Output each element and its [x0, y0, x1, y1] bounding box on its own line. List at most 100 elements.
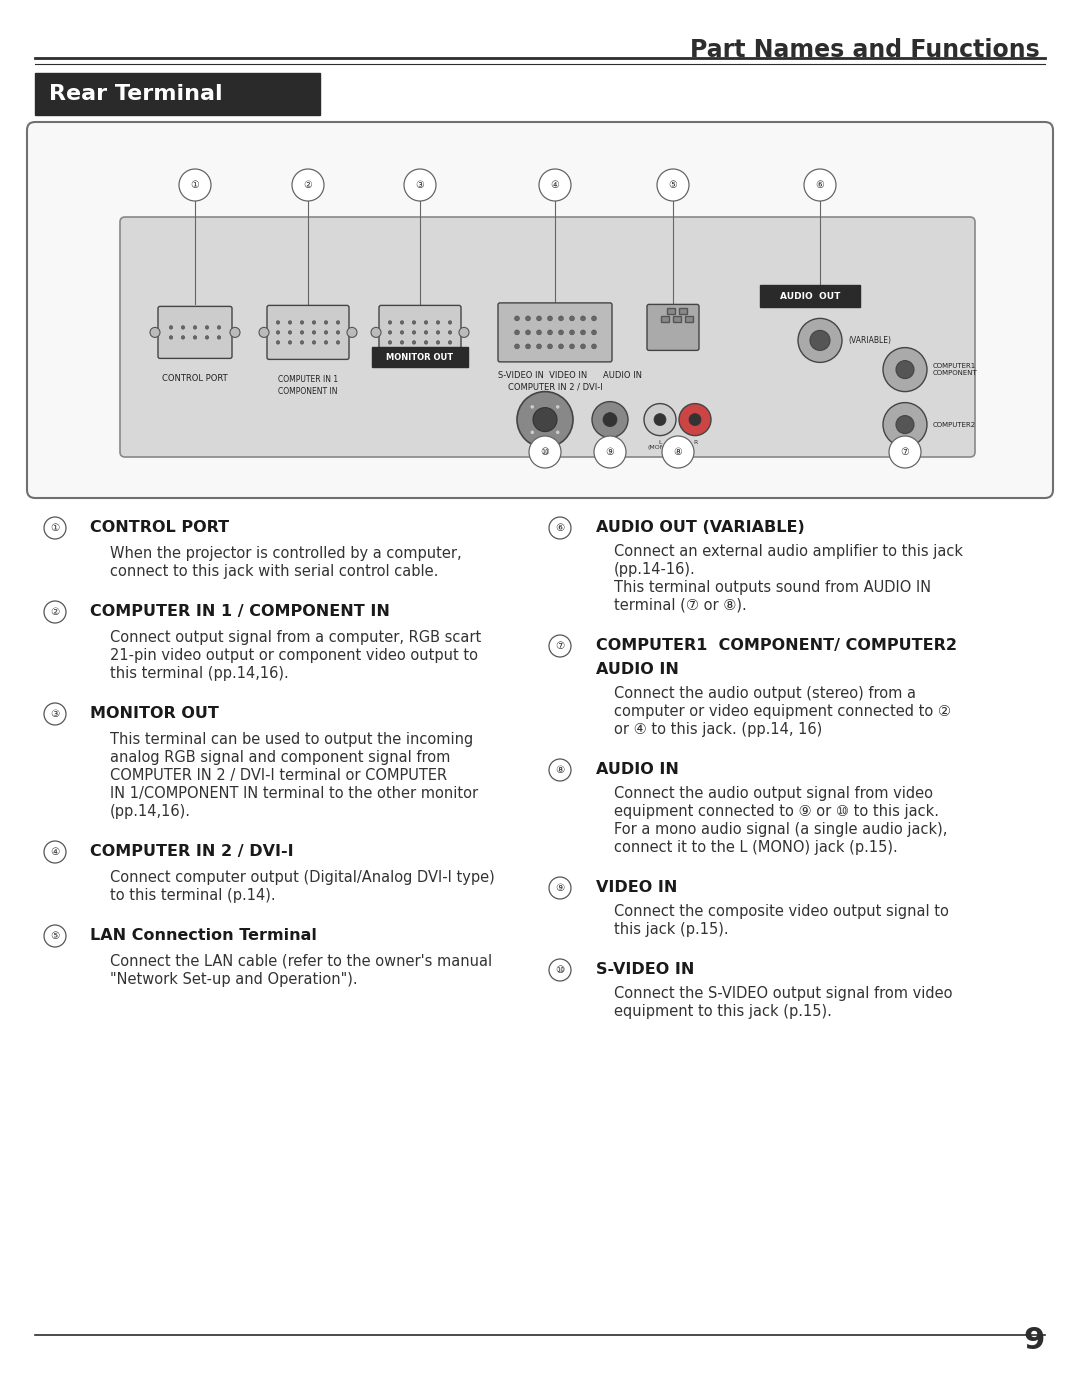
Circle shape	[896, 415, 914, 433]
Circle shape	[592, 344, 596, 349]
Circle shape	[581, 330, 585, 335]
Text: 9: 9	[1024, 1326, 1045, 1355]
Circle shape	[44, 601, 66, 623]
Text: this jack (p.15).: this jack (p.15).	[615, 922, 729, 937]
Circle shape	[569, 316, 575, 321]
Text: ④: ④	[51, 847, 59, 856]
Circle shape	[292, 169, 324, 201]
Circle shape	[312, 320, 315, 324]
Circle shape	[404, 169, 436, 201]
Text: equipment to this jack (p.15).: equipment to this jack (p.15).	[615, 1004, 832, 1018]
Circle shape	[217, 335, 220, 339]
Text: computer or video equipment connected to ②: computer or video equipment connected to…	[615, 704, 951, 719]
Text: connect it to the L (MONO) jack (p.15).: connect it to the L (MONO) jack (p.15).	[615, 840, 897, 855]
Circle shape	[401, 320, 404, 324]
Text: ⑩: ⑩	[541, 447, 550, 457]
Circle shape	[336, 320, 340, 324]
Text: ⑤: ⑤	[669, 180, 677, 190]
Circle shape	[288, 320, 292, 324]
Text: Part Names and Functions: Part Names and Functions	[690, 38, 1040, 61]
Bar	[685, 316, 693, 323]
Circle shape	[558, 344, 564, 349]
Circle shape	[312, 341, 315, 344]
Circle shape	[424, 320, 428, 324]
Text: VIDEO IN: VIDEO IN	[596, 880, 677, 895]
Circle shape	[448, 341, 451, 344]
Circle shape	[413, 320, 416, 324]
Circle shape	[530, 404, 535, 409]
Circle shape	[230, 327, 240, 338]
Text: AUDIO IN: AUDIO IN	[596, 761, 679, 777]
Circle shape	[569, 330, 575, 335]
FancyBboxPatch shape	[498, 303, 612, 362]
Circle shape	[44, 841, 66, 863]
Circle shape	[657, 169, 689, 201]
Text: Connect the audio output signal from video: Connect the audio output signal from vid…	[615, 787, 933, 800]
Circle shape	[401, 331, 404, 334]
Circle shape	[514, 330, 519, 335]
Text: For a mono audio signal (a single audio jack),: For a mono audio signal (a single audio …	[615, 821, 947, 837]
Text: ②: ②	[303, 180, 312, 190]
Circle shape	[44, 703, 66, 725]
Circle shape	[549, 517, 571, 539]
Circle shape	[592, 330, 596, 335]
Text: ①: ①	[191, 180, 200, 190]
Text: 21-pin video output or component video output to: 21-pin video output or component video o…	[110, 648, 478, 664]
Circle shape	[193, 326, 197, 330]
Circle shape	[170, 326, 173, 330]
Text: Rear Terminal: Rear Terminal	[49, 84, 222, 103]
FancyBboxPatch shape	[379, 306, 461, 359]
Text: COMPUTER IN 2 / DVI-I: COMPUTER IN 2 / DVI-I	[508, 383, 603, 391]
Circle shape	[889, 436, 921, 468]
Circle shape	[517, 391, 573, 447]
Circle shape	[592, 401, 627, 437]
Text: to this terminal (p.14).: to this terminal (p.14).	[110, 888, 275, 902]
Text: Connect the audio output (stereo) from a: Connect the audio output (stereo) from a	[615, 686, 916, 701]
Circle shape	[300, 341, 303, 344]
Circle shape	[883, 402, 927, 447]
Text: S-VIDEO IN: S-VIDEO IN	[596, 963, 694, 977]
Circle shape	[372, 327, 381, 338]
Circle shape	[549, 958, 571, 981]
Bar	[679, 309, 687, 314]
Text: ⑧: ⑧	[555, 766, 565, 775]
Text: CONTROL PORT: CONTROL PORT	[90, 520, 229, 535]
Circle shape	[679, 404, 711, 436]
Text: CONTROL PORT: CONTROL PORT	[162, 374, 228, 383]
Circle shape	[662, 436, 694, 468]
Bar	[673, 316, 681, 323]
Text: AUDIO  OUT: AUDIO OUT	[780, 292, 840, 300]
Circle shape	[539, 169, 571, 201]
Circle shape	[548, 344, 553, 349]
Circle shape	[804, 169, 836, 201]
Text: L
(MONO): L (MONO)	[648, 440, 673, 450]
Circle shape	[537, 344, 541, 349]
Circle shape	[324, 341, 328, 344]
Circle shape	[424, 341, 428, 344]
Circle shape	[459, 327, 469, 338]
Circle shape	[388, 320, 392, 324]
Text: terminal (⑦ or ⑧).: terminal (⑦ or ⑧).	[615, 598, 746, 613]
Circle shape	[150, 327, 160, 338]
Circle shape	[592, 316, 596, 321]
Text: COMPUTER IN 1
COMPONENT IN: COMPUTER IN 1 COMPONENT IN	[278, 376, 338, 395]
Text: (pp.14,16).: (pp.14,16).	[110, 805, 191, 819]
Circle shape	[534, 408, 557, 432]
Circle shape	[276, 331, 280, 334]
Text: COMPUTER IN 2 / DVI-I: COMPUTER IN 2 / DVI-I	[90, 844, 294, 859]
Text: Connect computer output (Digital/Analog DVI-I type): Connect computer output (Digital/Analog …	[110, 870, 495, 886]
Text: This terminal outputs sound from AUDIO IN: This terminal outputs sound from AUDIO I…	[615, 580, 931, 595]
Circle shape	[810, 331, 831, 351]
Circle shape	[448, 320, 451, 324]
Text: "Network Set-up and Operation").: "Network Set-up and Operation").	[110, 972, 357, 988]
Circle shape	[276, 320, 280, 324]
Text: ⑦: ⑦	[555, 641, 565, 651]
Circle shape	[537, 316, 541, 321]
Text: ③: ③	[51, 710, 59, 719]
Text: ②: ②	[51, 608, 59, 617]
Text: Connect output signal from a computer, RGB scart: Connect output signal from a computer, R…	[110, 630, 482, 645]
Circle shape	[529, 436, 561, 468]
Bar	[661, 316, 669, 323]
Text: (pp.14-16).: (pp.14-16).	[615, 562, 696, 577]
Circle shape	[569, 344, 575, 349]
